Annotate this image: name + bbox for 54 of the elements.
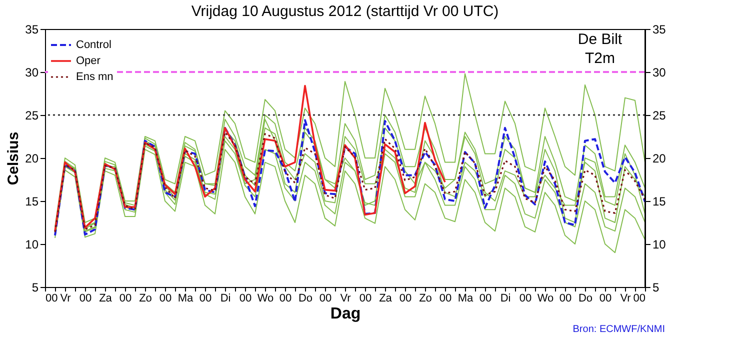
x-tick-label: 00	[239, 292, 252, 304]
x-tick-label: Do	[298, 292, 313, 304]
y2-tick-label: 35	[652, 22, 666, 36]
x-tick-label: Wo	[257, 292, 274, 304]
y-tick-label: 20	[25, 152, 39, 166]
x-tick-label: 00	[519, 292, 532, 304]
x-tick-label: 00	[359, 292, 372, 304]
x-tick-label: 00	[439, 292, 452, 304]
x-tick-label: Di	[500, 292, 511, 304]
x-tick-label: 00	[319, 292, 332, 304]
x-tick-label: 00	[479, 292, 492, 304]
y-tick-label: 5	[32, 280, 39, 294]
x-tick-label: Do	[578, 292, 593, 304]
x-axis-title: Dag	[330, 306, 361, 322]
x-tick-label: 00	[79, 292, 92, 304]
x-tick-label: Za	[379, 292, 393, 304]
x-tick-label: Wo	[537, 292, 554, 304]
legend-label: Oper	[76, 55, 101, 67]
y2-tick-label: 5	[652, 280, 660, 294]
y-axis-title: Celsius	[5, 132, 22, 186]
x-tick-label: 00	[279, 292, 292, 304]
x-tick-label: 00	[199, 292, 212, 304]
x-tick-label: 00	[633, 292, 646, 304]
y2-tick-label: 25	[652, 108, 666, 122]
x-tick-label: Vr	[620, 292, 632, 304]
x-tick-label: Ma	[458, 292, 474, 304]
chart-title: Vrijdag 10 Augustus 2012 (starttijd Vr 00 UTC)	[191, 3, 499, 20]
y2-tick-label: 30	[652, 66, 666, 80]
x-tick-label: 00	[46, 292, 58, 304]
x-tick-label: Vr	[340, 292, 352, 304]
x-tick-label: 00	[119, 292, 132, 304]
annotation: T2m	[585, 50, 615, 67]
legend-label: Ens mn	[76, 71, 114, 83]
annotation: De Bilt	[578, 31, 623, 48]
legend-label: Control	[76, 39, 112, 51]
x-tick-label: Zo	[419, 292, 432, 304]
x-tick-label: Vr	[60, 292, 72, 304]
x-tick-label: 00	[399, 292, 412, 304]
y2-tick-label: 15	[652, 194, 666, 208]
y-tick-label: 15	[25, 194, 39, 208]
y2-tick-label: 20	[652, 152, 666, 166]
x-tick-label: Ma	[178, 292, 194, 304]
x-tick-label: Za	[99, 292, 113, 304]
y-tick-label: 35	[25, 22, 39, 36]
text: Bron: ECMWF/KNMI	[572, 324, 665, 335]
x-tick-label: 00	[559, 292, 572, 304]
x-tick-label: 00	[159, 292, 172, 304]
x-tick-label: Di	[220, 292, 231, 304]
y2-tick-label: 10	[652, 238, 666, 252]
y-tick-label: 30	[25, 66, 39, 80]
y-tick-label: 25	[25, 108, 39, 122]
y-tick-label: 10	[25, 238, 39, 252]
x-tick-label: 00	[599, 292, 612, 304]
x-tick-label: Zo	[139, 292, 152, 304]
